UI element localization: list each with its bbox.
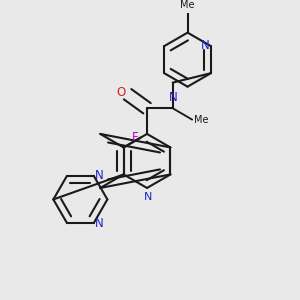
Text: O: O	[117, 86, 126, 99]
Text: N: N	[169, 91, 177, 104]
Text: N: N	[95, 217, 104, 230]
Text: N: N	[201, 39, 210, 52]
Text: F: F	[132, 130, 139, 144]
Text: N: N	[95, 169, 104, 182]
Text: Me: Me	[180, 0, 195, 10]
Text: N: N	[143, 192, 152, 202]
Text: Me: Me	[194, 115, 208, 125]
